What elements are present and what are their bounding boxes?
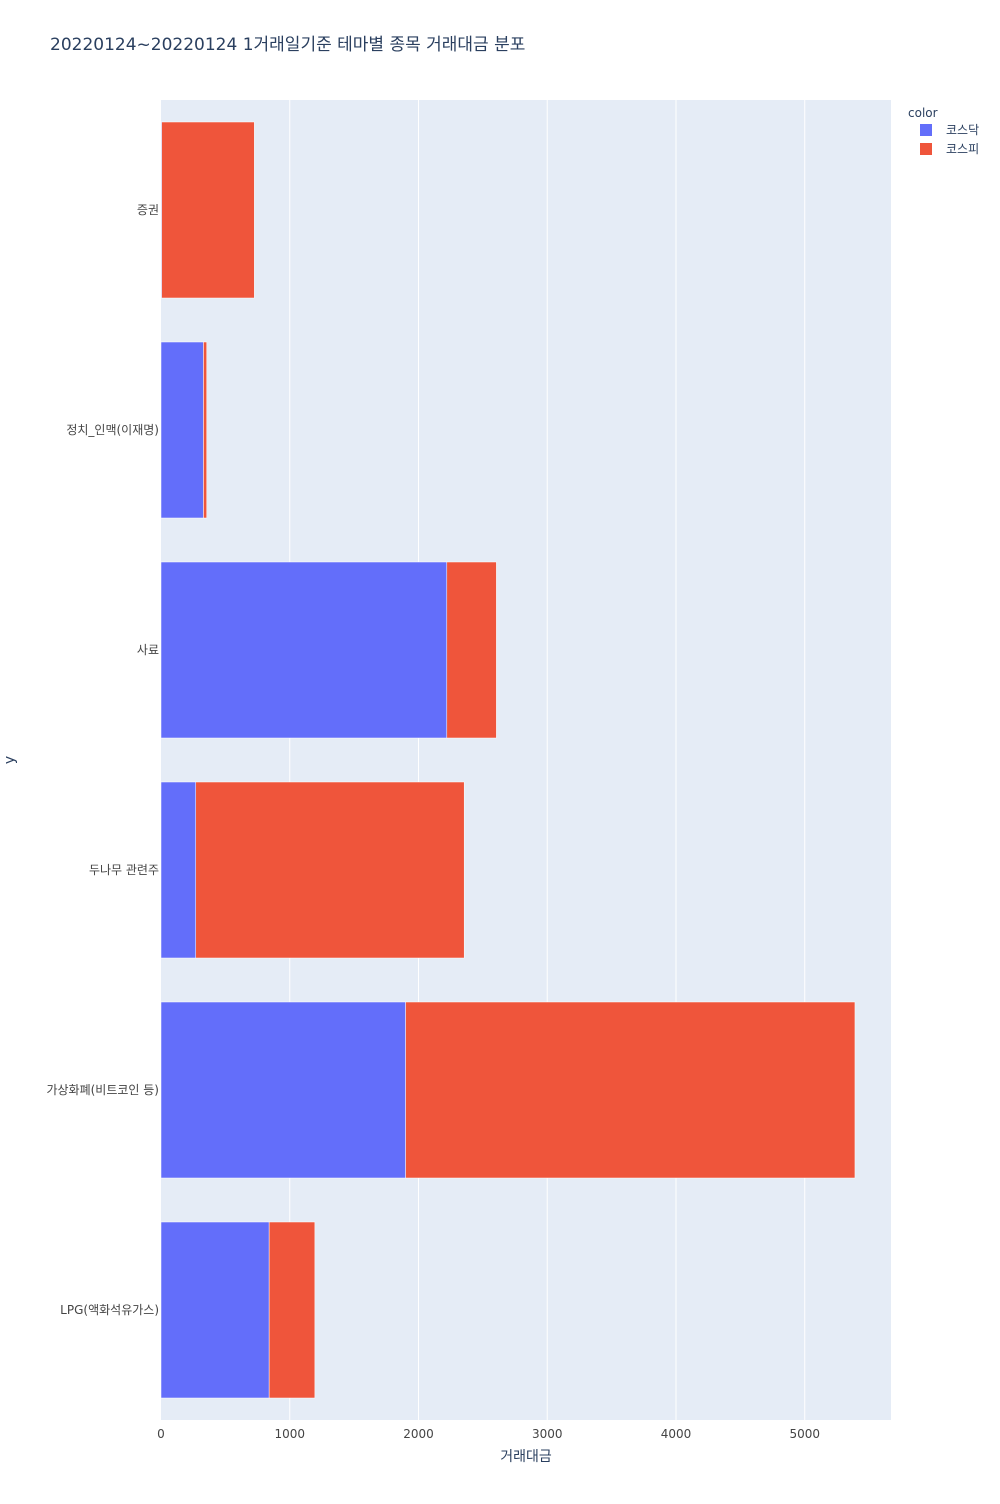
- y-axis-label: y: [2, 756, 18, 764]
- bar-kospi-1: [405, 1001, 856, 1179]
- bar-kosdaq-1: [160, 1001, 406, 1179]
- bar-kosdaq-4: [160, 341, 204, 519]
- grid-lines: [289, 100, 806, 1420]
- plot-background: [161, 100, 891, 1420]
- bar-kosdaq-3: [160, 561, 448, 739]
- legend-label-0: 코스닥: [946, 123, 979, 137]
- legend-swatch-1: [920, 143, 932, 155]
- legend-title: color: [908, 106, 938, 120]
- bar-kosdaq-0: [160, 1221, 270, 1399]
- x-tick-label-2: 2000: [403, 1427, 434, 1441]
- y-tick-label-5: 증권: [137, 203, 159, 217]
- y-tick-label-0: LPG(액화석유가스): [60, 1303, 159, 1317]
- bar-kospi-5: [161, 121, 255, 299]
- y-tick-label-4: 정치_인맥(이재명): [66, 423, 159, 437]
- y-tick-label-3: 사료: [137, 643, 159, 657]
- x-tick-label-3: 3000: [532, 1427, 563, 1441]
- y-tick-label-1: 가상화폐(비트코인 등): [46, 1083, 159, 1097]
- bar-kospi-2: [195, 781, 465, 959]
- bars: [160, 121, 856, 1399]
- chart-title: 20220124~20220124 1거래일기준 테마별 종목 거래대금 분포: [50, 35, 525, 55]
- bar-kospi-4: [203, 341, 207, 519]
- x-tick-label-4: 4000: [661, 1427, 692, 1441]
- x-axis-ticks: 0 1000 2000 3000 4000 5000: [157, 1427, 820, 1441]
- bar-kosdaq-2: [160, 781, 197, 959]
- x-tick-label-0: 0: [157, 1427, 165, 1441]
- x-axis-label: 거래대금: [500, 1449, 552, 1465]
- bar-kospi-3: [446, 561, 497, 739]
- x-tick-label-5: 5000: [789, 1427, 820, 1441]
- legend-swatch-0: [920, 124, 932, 136]
- legend-label-1: 코스피: [946, 142, 979, 156]
- y-tick-label-2: 두나무 관련주: [89, 863, 159, 877]
- bar-kospi-0: [268, 1221, 316, 1399]
- x-tick-label-1: 1000: [274, 1427, 305, 1441]
- y-axis-ticks: LPG(액화석유가스) 가상화폐(비트코인 등) 두나무 관련주 사료 정치_인맥(이재…: [46, 203, 159, 1317]
